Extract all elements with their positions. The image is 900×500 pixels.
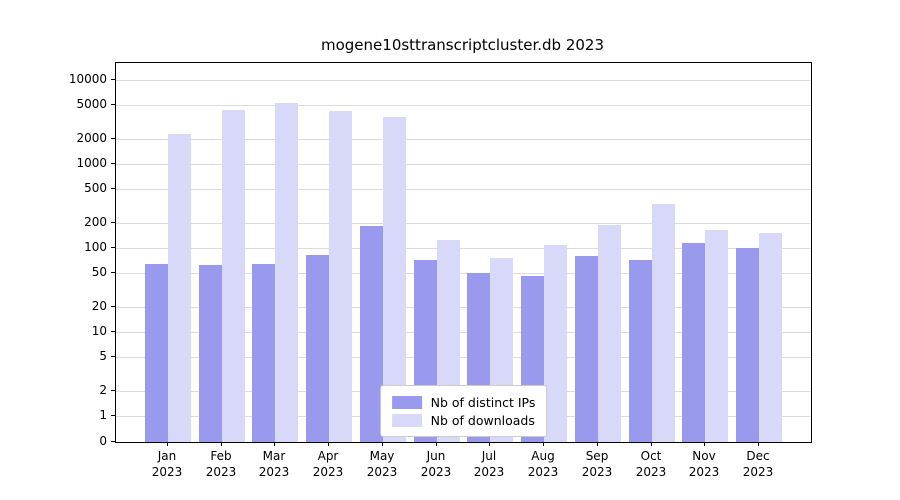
bar-nb-of-downloads [598,225,621,442]
y-gridline [116,357,811,358]
bar-nb-of-distinct-ips [682,243,705,442]
x-tick-mark [489,442,490,446]
legend-swatch-downloads [391,413,422,427]
x-tick-mark [167,442,168,446]
y-tick-label: 0 [99,434,107,448]
x-tick-mark [328,442,329,446]
x-tick-label: Aug 2023 [527,449,559,479]
x-tick-mark [436,442,437,446]
y-tick-label: 2000 [76,131,107,145]
bar-nb-of-distinct-ips [145,264,168,442]
legend-label-distinct-ips: Nb of distinct IPs [430,394,536,410]
y-tick-mark [111,104,115,105]
y-tick-label: 20 [91,299,107,313]
x-tick-label: Oct 2023 [635,449,667,479]
x-tick-label: Jul 2023 [473,449,505,479]
legend-swatch-distinct-ips [391,395,422,409]
y-tick-mark [111,356,115,357]
y-gridline [116,273,811,274]
legend-item-downloads: Nb of downloads [391,411,536,429]
y-tick-label: 500 [84,181,107,195]
legend-label-downloads: Nb of downloads [430,412,535,428]
bar-nb-of-downloads [383,117,406,442]
bar-nb-of-distinct-ips [360,226,383,442]
x-tick-mark [274,442,275,446]
y-gridline [116,189,811,190]
legend-item-distinct-ips: Nb of distinct IPs [391,393,536,411]
x-tick-label: Sep 2023 [581,449,613,479]
y-gridline [116,248,811,249]
y-gridline [116,139,811,140]
y-tick-label: 100 [84,240,107,254]
y-tick-mark [111,441,115,442]
y-tick-label: 1 [99,408,107,422]
x-tick-label: Jan 2023 [151,449,183,479]
y-gridline [116,105,811,106]
y-gridline [116,307,811,308]
y-tick-mark [111,306,115,307]
bar-nb-of-distinct-ips [252,264,275,442]
bar-nb-of-distinct-ips [736,248,759,442]
x-tick-label: Nov 2023 [688,449,720,479]
y-tick-label: 5000 [76,97,107,111]
bar-nb-of-downloads [652,204,675,442]
x-tick-mark [543,442,544,446]
y-tick-label: 10 [91,324,107,338]
bar-nb-of-downloads [329,111,352,442]
legend: Nb of distinct IPs Nb of downloads [379,385,548,437]
y-tick-mark [111,331,115,332]
y-tick-label: 200 [84,215,107,229]
y-tick-label: 10000 [68,72,107,86]
x-tick-mark [382,442,383,446]
y-tick-label: 1000 [76,156,107,170]
y-tick-label: 50 [91,265,107,279]
y-gridline [116,80,811,81]
x-tick-label: Mar 2023 [258,449,290,479]
bar-nb-of-distinct-ips [306,255,329,442]
y-tick-mark [111,247,115,248]
y-tick-mark [111,163,115,164]
x-tick-label: Jun 2023 [420,449,452,479]
bar-nb-of-downloads [705,230,728,442]
x-tick-label: Feb 2023 [205,449,237,479]
x-tick-label: Apr 2023 [312,449,344,479]
y-tick-mark [111,415,115,416]
bar-nb-of-distinct-ips [629,260,652,442]
x-tick-mark [758,442,759,446]
bar-nb-of-downloads [544,245,567,442]
y-tick-mark [111,138,115,139]
bar-nb-of-downloads [759,233,782,442]
y-gridline [116,223,811,224]
y-tick-label: 5 [99,349,107,363]
x-tick-mark [651,442,652,446]
y-tick-mark [111,272,115,273]
y-gridline [116,164,811,165]
y-gridline [116,332,811,333]
x-tick-mark [597,442,598,446]
y-tick-mark [111,188,115,189]
x-tick-mark [704,442,705,446]
bar-nb-of-downloads [275,103,298,442]
y-tick-label: 2 [99,383,107,397]
x-tick-label: Dec 2023 [742,449,774,479]
x-tick-label: May 2023 [366,449,398,479]
bar-nb-of-distinct-ips [575,256,598,442]
chart-title: mogene10sttranscriptcluster.db 2023 [321,36,604,54]
y-tick-mark [111,79,115,80]
x-tick-mark [221,442,222,446]
bar-nb-of-downloads [168,134,191,442]
plot-area: Nb of distinct IPs Nb of downloads [115,62,812,443]
bar-nb-of-downloads [222,110,245,442]
bar-nb-of-distinct-ips [199,265,222,442]
y-tick-mark [111,222,115,223]
y-tick-mark [111,390,115,391]
